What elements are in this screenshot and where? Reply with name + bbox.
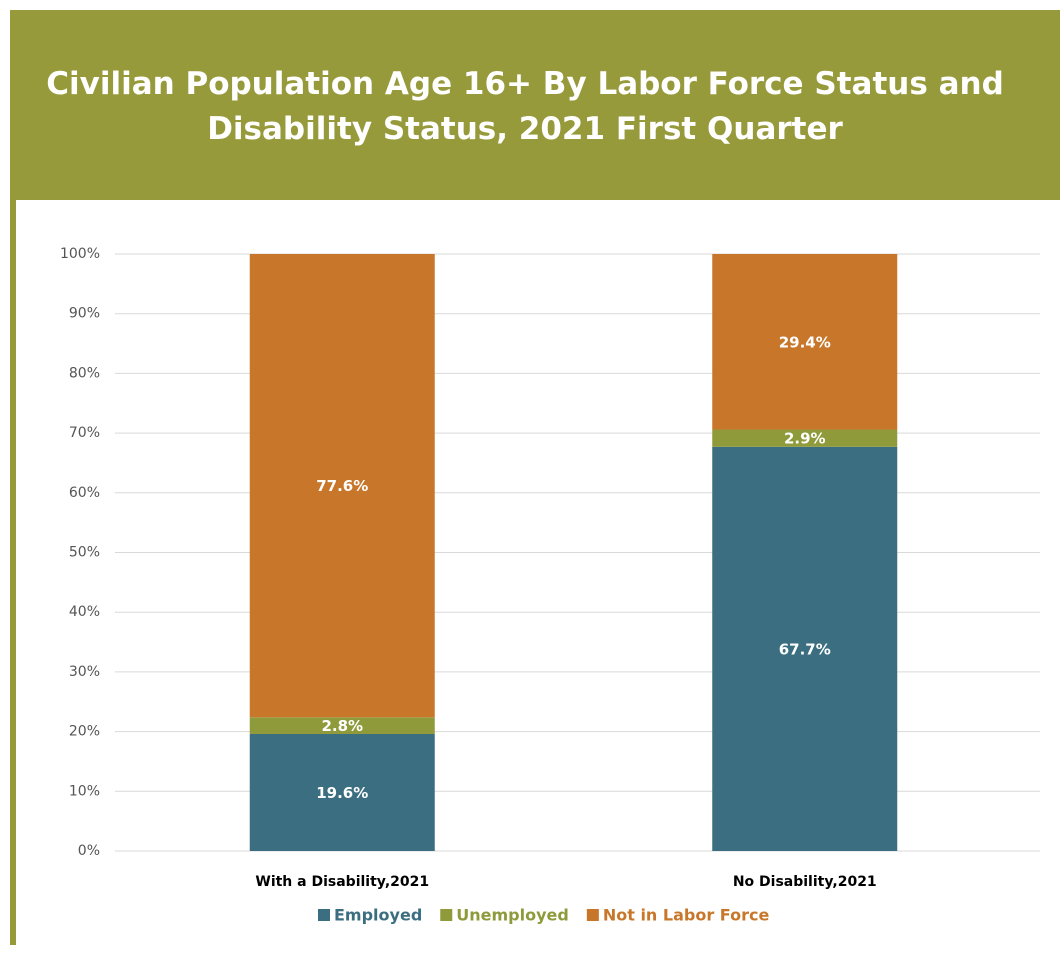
value-label: 19.6% [316, 784, 368, 802]
legend-swatch [440, 909, 453, 921]
legend-label: Employed [334, 906, 422, 925]
bar-segment [249, 733, 435, 851]
bar-segment [712, 254, 898, 430]
y-tick-label: 0% [78, 843, 100, 859]
bar-segment [249, 254, 435, 718]
legend-swatch [318, 909, 330, 921]
y-tick-label: 30% [69, 664, 100, 680]
x-tick-label: With a Disability,2021 [255, 874, 429, 890]
header [10, 10, 1060, 200]
x-tick-label: No Disability,2021 [733, 874, 877, 890]
y-tick-label: 90% [69, 306, 100, 322]
y-tick-label: 50% [69, 545, 100, 561]
value-label: 2.8% [321, 717, 363, 735]
value-label: 2.9% [784, 430, 826, 448]
legend-label: Unemployed [456, 906, 569, 925]
value-label: 67.7% [779, 640, 831, 658]
y-tick-label: 70% [69, 425, 100, 441]
y-tick-label: 80% [69, 365, 100, 381]
border [10, 200, 16, 945]
bar-segment [249, 717, 435, 734]
chart-title: Civilian Population Age 16+ By Labor For… [46, 66, 1004, 147]
bar-segment [712, 446, 898, 851]
y-tick-label: 40% [69, 604, 100, 620]
y-tick-label: 10% [69, 783, 100, 799]
legend-label: Not in Labor Force [603, 906, 770, 925]
value-label: 29.4% [779, 333, 831, 351]
value-label: 77.6% [316, 477, 368, 495]
legend-swatch [586, 909, 599, 921]
y-tick-label: 20% [69, 724, 100, 740]
y-tick-label: 60% [69, 485, 100, 501]
bar-segment [712, 429, 898, 447]
y-tick-label: 100% [60, 246, 100, 262]
